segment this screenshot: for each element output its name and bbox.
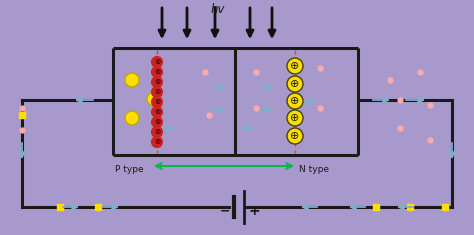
Circle shape bbox=[152, 97, 163, 107]
Circle shape bbox=[287, 128, 303, 144]
Text: ⊕: ⊕ bbox=[290, 96, 300, 106]
Circle shape bbox=[152, 56, 163, 67]
Text: hv: hv bbox=[211, 3, 225, 16]
Circle shape bbox=[147, 92, 161, 106]
Text: ⊗: ⊗ bbox=[154, 87, 160, 97]
Circle shape bbox=[287, 76, 303, 92]
Circle shape bbox=[125, 73, 139, 87]
Circle shape bbox=[287, 110, 303, 126]
Text: +: + bbox=[248, 204, 260, 218]
Text: N type: N type bbox=[299, 165, 329, 174]
Circle shape bbox=[125, 111, 139, 125]
Circle shape bbox=[152, 106, 163, 118]
Circle shape bbox=[152, 137, 163, 148]
Circle shape bbox=[152, 77, 163, 87]
Text: ⊗: ⊗ bbox=[154, 137, 160, 146]
Text: ⊗: ⊗ bbox=[154, 128, 160, 137]
Text: ⊕: ⊕ bbox=[290, 113, 300, 123]
Text: ⊗: ⊗ bbox=[154, 78, 160, 86]
Text: ⊕: ⊕ bbox=[290, 61, 300, 71]
Text: ⊗: ⊗ bbox=[154, 98, 160, 106]
Text: ⊗: ⊗ bbox=[154, 107, 160, 117]
Text: ⊗: ⊗ bbox=[154, 67, 160, 77]
Text: ⊕: ⊕ bbox=[290, 79, 300, 89]
Circle shape bbox=[152, 86, 163, 98]
Text: ⊗: ⊗ bbox=[154, 118, 160, 126]
Circle shape bbox=[152, 117, 163, 128]
Text: −: − bbox=[220, 204, 230, 218]
Text: ⊗: ⊗ bbox=[154, 58, 160, 67]
Text: ⊕: ⊕ bbox=[290, 131, 300, 141]
Text: P type: P type bbox=[115, 165, 144, 174]
Circle shape bbox=[287, 58, 303, 74]
Circle shape bbox=[152, 126, 163, 137]
Circle shape bbox=[152, 67, 163, 78]
Circle shape bbox=[287, 93, 303, 109]
